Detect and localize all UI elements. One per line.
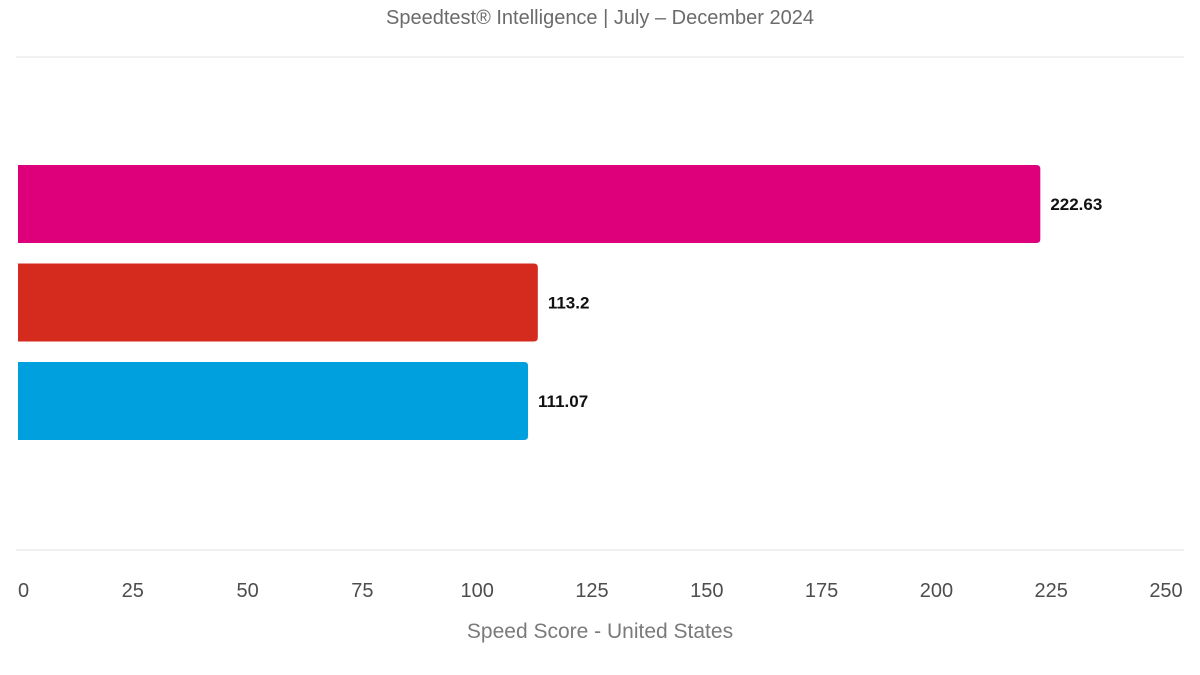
x-tick-label-175: 175: [805, 580, 838, 602]
x-tick-label-225: 225: [1035, 580, 1068, 602]
bar-3: [18, 362, 529, 440]
chart-subtitle: Speedtest® Intelligence | July – Decembe…: [386, 7, 814, 29]
bars: [18, 165, 1041, 440]
x-tick-label-50: 50: [236, 580, 258, 602]
x-tick-label-100: 100: [461, 580, 494, 602]
bar-1: [18, 165, 1041, 243]
x-tick-label-25: 25: [122, 580, 144, 602]
value-labels: 222.63 113.2 111.07: [538, 195, 1102, 411]
x-tick-label-250: 250: [1149, 580, 1182, 602]
bar-2: [18, 263, 538, 342]
x-axis-title: Speed Score - United States: [467, 620, 733, 643]
bar-value-label-3: 111.07: [538, 392, 588, 411]
x-tick-label-75: 75: [351, 580, 373, 602]
bar-value-label-2: 113.2: [548, 294, 590, 313]
x-tick-label-125: 125: [575, 580, 608, 602]
x-tick-label-150: 150: [690, 580, 723, 602]
bar-value-label-1: 222.63: [1050, 195, 1102, 214]
x-tick-label-0: 0: [18, 580, 29, 602]
x-tick-label-200: 200: [920, 580, 953, 602]
x-axis-ticks: 0 25 50 75 100 125 150 175 200 225 250: [18, 580, 1183, 602]
